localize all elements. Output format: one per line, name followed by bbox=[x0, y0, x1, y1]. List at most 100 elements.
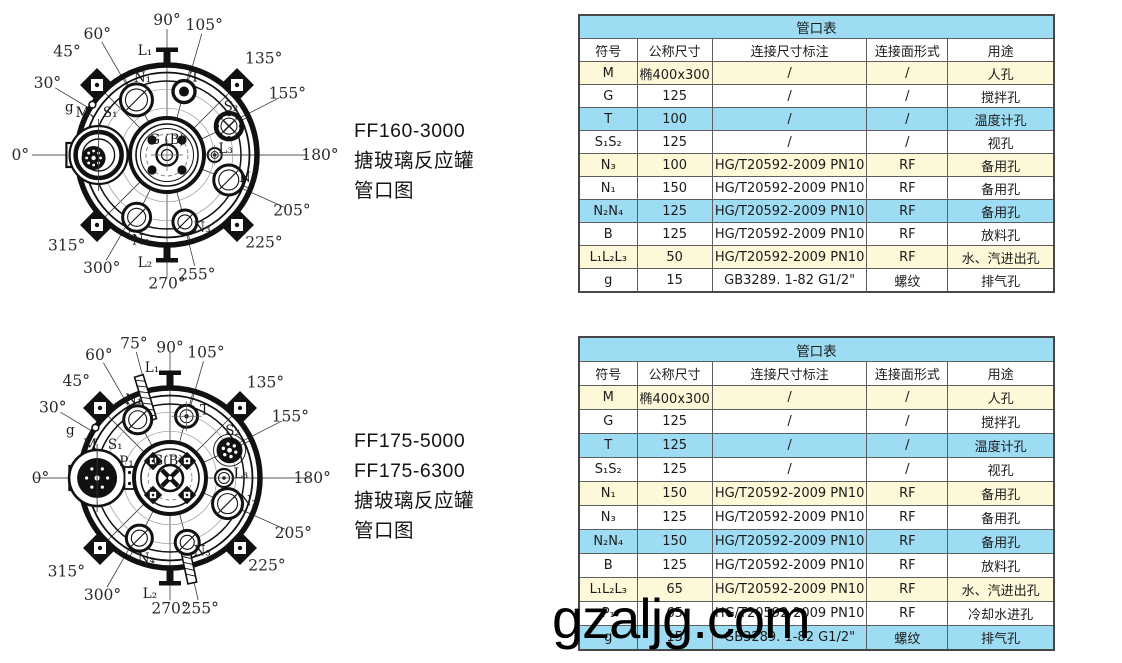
cell: GB3289. 1-82 G1/2" bbox=[711, 268, 868, 293]
cell: 15 bbox=[636, 268, 713, 293]
nozzle-label: N₁ bbox=[125, 392, 142, 408]
cell: HG/T20592-2009 PN10 bbox=[711, 505, 868, 530]
cell: T bbox=[578, 107, 638, 131]
angle-label: 180° bbox=[301, 146, 338, 164]
cell: RF bbox=[866, 577, 949, 602]
table-row: N₁ 150 HG/T20592-2009 PN10 RF 备用孔 bbox=[578, 481, 1055, 506]
nozzle-diagram-ff160-3000: L₁ N₁ T S₂ L₃ M、S₁g N₂ N₃ N₄ L₂ G (B) 90° 105° 135° 15… bbox=[11, 11, 338, 293]
cell: 螺纹 bbox=[866, 268, 949, 293]
angle-label: 105° bbox=[186, 16, 223, 34]
table-row: M 椭400x300// 人孔 bbox=[578, 385, 1055, 410]
table-row: N₂N₄ 125 HG/T20592-2009 PN10 RF 备用孔 bbox=[578, 199, 1055, 223]
cell: HG/T20592-2009 PN10 bbox=[711, 222, 868, 246]
cell: 视孔 bbox=[947, 130, 1055, 154]
angle-label: 255° bbox=[181, 600, 218, 618]
cell: / bbox=[711, 84, 868, 108]
cell: / bbox=[866, 457, 949, 482]
nozzle-label: N₁ bbox=[134, 70, 151, 86]
cell: N₃ bbox=[578, 153, 638, 177]
nozzle-label: L₃ bbox=[234, 466, 248, 482]
cell: N₃ bbox=[578, 505, 638, 530]
caption-line: 搪玻璃反应罐 bbox=[354, 490, 475, 512]
cell: 125 bbox=[636, 130, 713, 154]
cell: GB3289. 1-82 G1/2" bbox=[711, 625, 868, 651]
support-lug bbox=[80, 208, 114, 242]
cell: 放料孔 bbox=[947, 222, 1055, 246]
cell: HG/T20592-2009 PN10 bbox=[711, 529, 868, 554]
caption-line: FF160-3000 bbox=[354, 120, 466, 142]
cell: N₁ bbox=[578, 176, 638, 200]
table-row: G 125// 搅拌孔 bbox=[578, 84, 1055, 108]
table-row: T 125// 温度计孔 bbox=[578, 433, 1055, 458]
cell: HG/T20592-2009 PN10 bbox=[711, 553, 868, 578]
nozzle-label: T bbox=[190, 70, 199, 86]
cell: / bbox=[711, 433, 868, 458]
cell: T bbox=[578, 433, 638, 458]
table-row: S₁S₂ 125// 视孔 bbox=[578, 130, 1055, 154]
cell: 备用孔 bbox=[947, 505, 1055, 530]
cell: M bbox=[578, 61, 638, 85]
cell: L₁L₂L₃ bbox=[578, 245, 638, 269]
cell: 125 bbox=[636, 409, 713, 434]
angle-label: 60° bbox=[85, 346, 112, 364]
nozzle-label: N₃ bbox=[193, 220, 210, 236]
cell: 125 bbox=[636, 222, 713, 246]
cell: G bbox=[578, 84, 638, 108]
angle-label: 45° bbox=[62, 372, 89, 390]
caption-line: FF175-5000 bbox=[354, 430, 466, 452]
table-title: 管口表 bbox=[578, 336, 1055, 362]
column-header: 连接面形式 bbox=[866, 361, 949, 386]
table-row: g 15 GB3289. 1-82 G1/2" 螺纹 排气孔 bbox=[578, 268, 1055, 293]
nozzle-label: S₂ bbox=[224, 99, 239, 115]
caption-line: 管口图 bbox=[354, 520, 415, 542]
cell: / bbox=[711, 130, 868, 154]
nozzle-label: M、S₁ bbox=[76, 105, 118, 121]
port-table-2: 管口表 符号 公称尺寸 连接尺寸标注 连接面形式 用途 M 椭400x300// 人孔 G 125/… bbox=[578, 336, 1055, 651]
port-table-1: 管口表 符号 公称尺寸 连接尺寸标注 连接面形式 用途 M 椭400x300// 人孔 G 125/… bbox=[578, 14, 1055, 293]
cell: 放料孔 bbox=[947, 553, 1055, 578]
cell: / bbox=[711, 457, 868, 482]
angle-label: 135° bbox=[247, 374, 284, 392]
table-row: M 椭400x300// 人孔 bbox=[578, 61, 1055, 85]
cell: 125 bbox=[636, 433, 713, 458]
support-lug bbox=[83, 531, 117, 565]
cell: / bbox=[866, 130, 949, 154]
table-row: N₁ 150 HG/T20592-2009 PN10 RF 备用孔 bbox=[578, 176, 1055, 200]
column-header: 公称尺寸 bbox=[636, 38, 713, 62]
cell: HG/T20592-2009 PN10 bbox=[711, 601, 868, 626]
cell: 水、汽进出孔 bbox=[947, 577, 1055, 602]
cell: / bbox=[866, 107, 949, 131]
caption-line: 管口图 bbox=[354, 180, 415, 202]
nozzle-label: L₃ bbox=[219, 141, 233, 157]
nozzle-label: N₄ bbox=[138, 551, 155, 567]
cell: 100 bbox=[636, 107, 713, 131]
cell: 搅拌孔 bbox=[947, 409, 1055, 434]
column-header: 连接面形式 bbox=[866, 38, 949, 62]
angle-label: 225° bbox=[245, 233, 282, 251]
cell: HG/T20592-2009 PN10 bbox=[711, 577, 868, 602]
cell: M bbox=[578, 385, 638, 410]
angle-label: 155° bbox=[272, 408, 309, 426]
column-header: 符号 bbox=[578, 38, 638, 62]
nozzle-label: P₁ bbox=[119, 454, 134, 470]
angle-label: 45° bbox=[53, 42, 80, 60]
cell: 备用孔 bbox=[947, 481, 1055, 506]
cell: 150 bbox=[636, 529, 713, 554]
header-row: 符号 公称尺寸 连接尺寸标注 连接面形式 用途 bbox=[578, 38, 1055, 62]
cell: 125 bbox=[636, 199, 713, 223]
table-row: T 100// 温度计孔 bbox=[578, 107, 1055, 131]
angle-label: 60° bbox=[84, 25, 111, 43]
cell: HG/T20592-2009 PN10 bbox=[711, 199, 868, 223]
cell: / bbox=[866, 84, 949, 108]
cell: 65 bbox=[636, 601, 713, 626]
nozzle-label: L₁ bbox=[145, 360, 159, 376]
angle-label: 270° bbox=[151, 600, 188, 618]
cell: P₁ bbox=[578, 601, 638, 626]
cell: 椭400x300 bbox=[636, 385, 713, 410]
cell: g bbox=[578, 625, 638, 651]
angle-label: 300° bbox=[84, 586, 121, 604]
cell: 125 bbox=[636, 553, 713, 578]
cell: 椭400x300 bbox=[636, 61, 713, 85]
caption-line: FF175-6300 bbox=[354, 460, 466, 482]
